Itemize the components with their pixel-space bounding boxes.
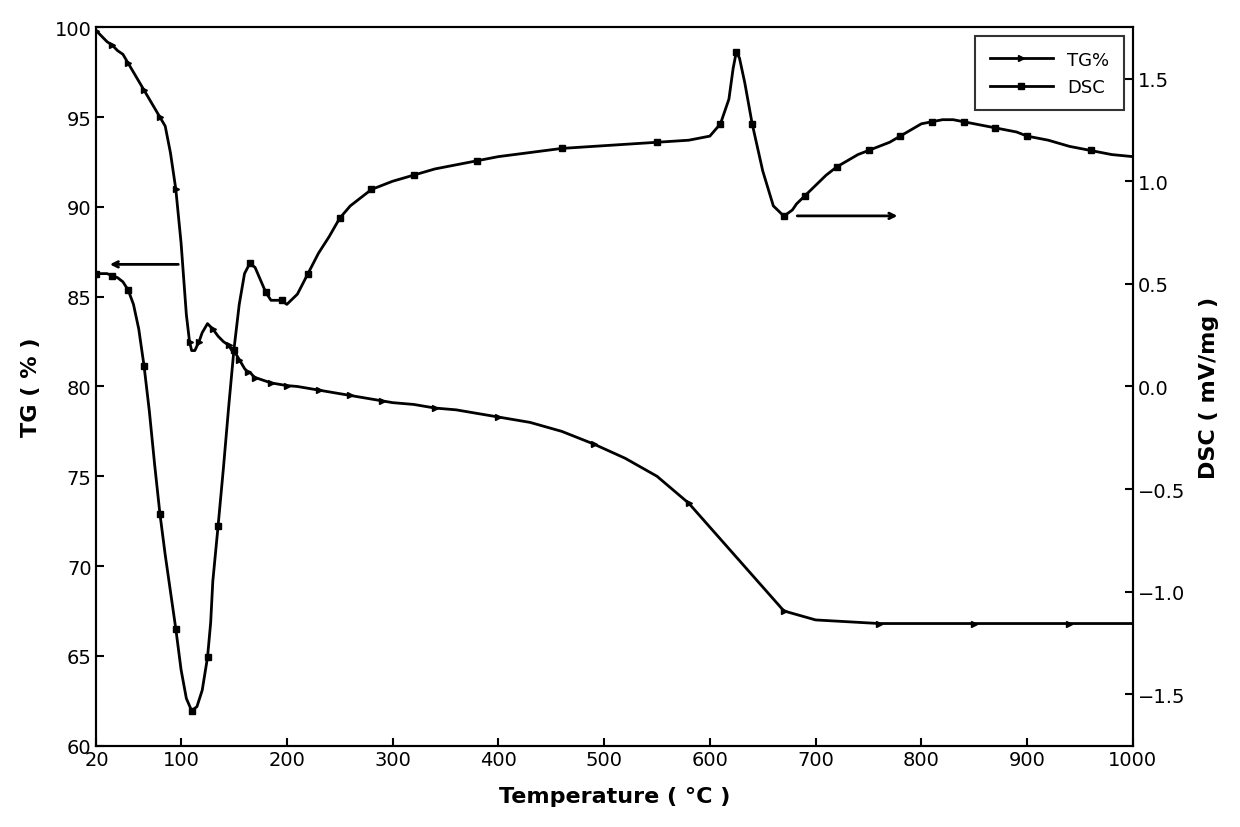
DSC xyxy=(449,160,464,170)
TG% xyxy=(872,619,887,629)
Line: DSC: DSC xyxy=(93,50,1136,715)
DSC xyxy=(227,345,242,355)
TG% xyxy=(241,368,255,378)
DSC xyxy=(1126,152,1141,162)
DSC xyxy=(185,706,200,716)
Y-axis label: TG ( % ): TG ( % ) xyxy=(21,337,41,437)
Line: TG%: TG% xyxy=(93,28,1136,627)
TG% xyxy=(157,122,172,132)
DSC xyxy=(211,522,226,532)
TG% xyxy=(89,27,104,37)
TG% xyxy=(115,50,130,60)
Legend: TG%, DSC: TG%, DSC xyxy=(975,37,1123,111)
DSC xyxy=(248,263,263,273)
TG% xyxy=(449,405,464,415)
TG% xyxy=(264,379,279,389)
TG% xyxy=(1126,619,1141,629)
DSC xyxy=(729,48,744,58)
Y-axis label: DSC ( mV/mg ): DSC ( mV/mg ) xyxy=(1199,296,1219,478)
DSC xyxy=(522,148,537,158)
DSC xyxy=(89,270,104,280)
X-axis label: Temperature ( °C ): Temperature ( °C ) xyxy=(498,786,730,806)
DSC xyxy=(872,142,887,152)
TG% xyxy=(211,332,226,342)
